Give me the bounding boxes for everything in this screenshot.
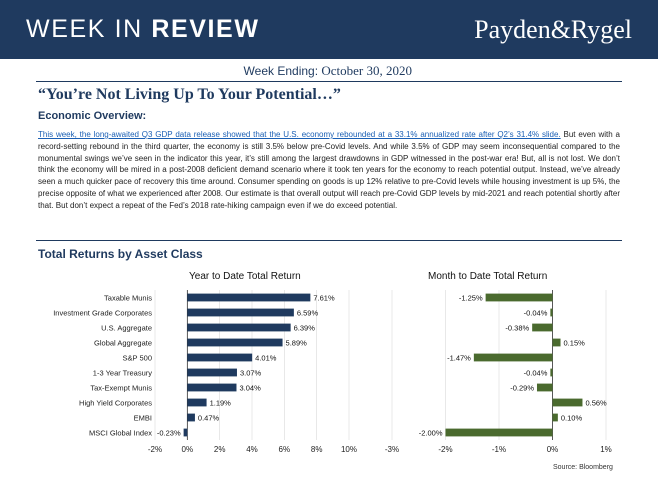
newsletter-title: WEEK IN REVIEW <box>26 15 260 44</box>
x-tick-label: 0% <box>182 445 194 454</box>
bar <box>473 353 553 362</box>
x-tick-label: -2% <box>438 445 452 454</box>
category-label: EMBI <box>134 414 152 423</box>
x-tick-label: 4% <box>246 445 258 454</box>
brand-logo: Payden&Rygel <box>474 15 632 44</box>
overview-lead-link[interactable]: This week, the long-awaited Q3 GDP data … <box>38 130 561 139</box>
divider-top <box>36 81 622 82</box>
bar <box>187 308 294 317</box>
headline: “You’re Not Living Up To Your Potential…… <box>38 86 341 103</box>
bar <box>552 338 561 347</box>
bar-value-label: -0.29% <box>510 384 534 393</box>
bar <box>536 383 553 392</box>
bar <box>552 413 558 422</box>
bar-value-label: 7.61% <box>313 294 335 303</box>
x-tick-label: 10% <box>341 445 357 454</box>
bar-value-label: 6.59% <box>297 309 319 318</box>
bar-value-label: 0.15% <box>564 339 586 348</box>
bar-value-label: 3.07% <box>240 369 262 378</box>
bar-value-label: -2.00% <box>419 429 443 438</box>
bar <box>550 368 553 377</box>
title-bold: REVIEW <box>151 15 260 43</box>
week-ending-label: Week Ending: <box>243 64 322 78</box>
x-tick-label: 6% <box>279 445 291 454</box>
ytd-chart: -2% 0% 2% 4% 6% 8% 10% 7.61% Taxable Munis 6.59% I… <box>53 290 357 454</box>
returns-heading: Total Returns by Asset Class <box>38 247 203 261</box>
week-ending-date: October 30, 2020 <box>321 63 412 78</box>
x-tick-label: 2% <box>214 445 226 454</box>
bar-value-label: 6.39% <box>294 324 316 333</box>
bar-value-label: -1.47% <box>447 354 471 363</box>
bar <box>187 368 237 377</box>
ytd-chart-title: Year to Date Total Return <box>189 271 301 282</box>
bar-value-label: -1.25% <box>459 294 483 303</box>
bar-value-label: 0.47% <box>198 414 220 423</box>
category-label: Investment Grade Corporates <box>53 309 152 318</box>
mtd-chart-title: Month to Date Total Return <box>428 271 548 282</box>
x-tick-label: 8% <box>311 445 323 454</box>
x-tick-label: -2% <box>148 445 162 454</box>
mtd-chart: -3% -2% -1% 0% 1% -1.25% -0.04% -0.38% 0.15% -1.4… <box>385 290 612 454</box>
bar <box>187 398 207 407</box>
bar <box>552 398 583 407</box>
overview-text: But even with a record-setting rebound i… <box>38 130 620 210</box>
x-tick-label: -1% <box>492 445 506 454</box>
x-tick-label: -3% <box>385 445 399 454</box>
overview-heading: Economic Overview: <box>38 110 147 122</box>
week-ending: Week Ending: October 30, 2020 <box>244 63 412 79</box>
category-label: Global Aggregate <box>94 339 152 348</box>
category-label: U.S. Aggregate <box>101 324 152 333</box>
bar-value-label: -0.04% <box>524 309 548 318</box>
bar-value-label: -0.23% <box>157 429 181 438</box>
bar <box>187 323 291 332</box>
bar-value-label: 4.01% <box>255 354 277 363</box>
bar <box>485 293 553 302</box>
bar-value-label: -0.04% <box>524 369 548 378</box>
bar-value-label: 5.89% <box>286 339 308 348</box>
x-tick-label: 1% <box>600 445 612 454</box>
category-label: Taxable Munis <box>104 294 152 303</box>
bar <box>550 308 553 317</box>
bar <box>187 353 253 362</box>
category-label: MSCI Global Index <box>89 429 152 438</box>
bar <box>187 413 195 422</box>
bar-value-label: 0.10% <box>561 414 583 423</box>
category-label: High Yield Corporates <box>79 399 152 408</box>
bar-value-label: 3.04% <box>239 384 261 393</box>
bar <box>445 428 553 437</box>
divider-mid <box>36 240 622 241</box>
bar-value-label: 1.19% <box>210 399 232 408</box>
bar <box>187 383 237 392</box>
source-note: Source: Bloomberg <box>553 464 613 471</box>
category-label: S&P 500 <box>123 354 152 363</box>
bar <box>532 323 553 332</box>
bar-value-label: -0.38% <box>505 324 529 333</box>
bar <box>183 428 188 437</box>
bar <box>187 338 283 347</box>
title-light: WEEK IN <box>26 15 152 43</box>
overview-body: This week, the long-awaited Q3 GDP data … <box>38 129 620 212</box>
x-tick-label: 0% <box>547 445 559 454</box>
bar <box>187 293 311 302</box>
category-label: 1-3 Year Treasury <box>93 369 152 378</box>
bar-value-label: 0.56% <box>585 399 607 408</box>
category-label: Tax-Exempt Munis <box>90 384 152 393</box>
header-banner: WEEK IN REVIEW Payden&Rygel <box>0 0 658 59</box>
